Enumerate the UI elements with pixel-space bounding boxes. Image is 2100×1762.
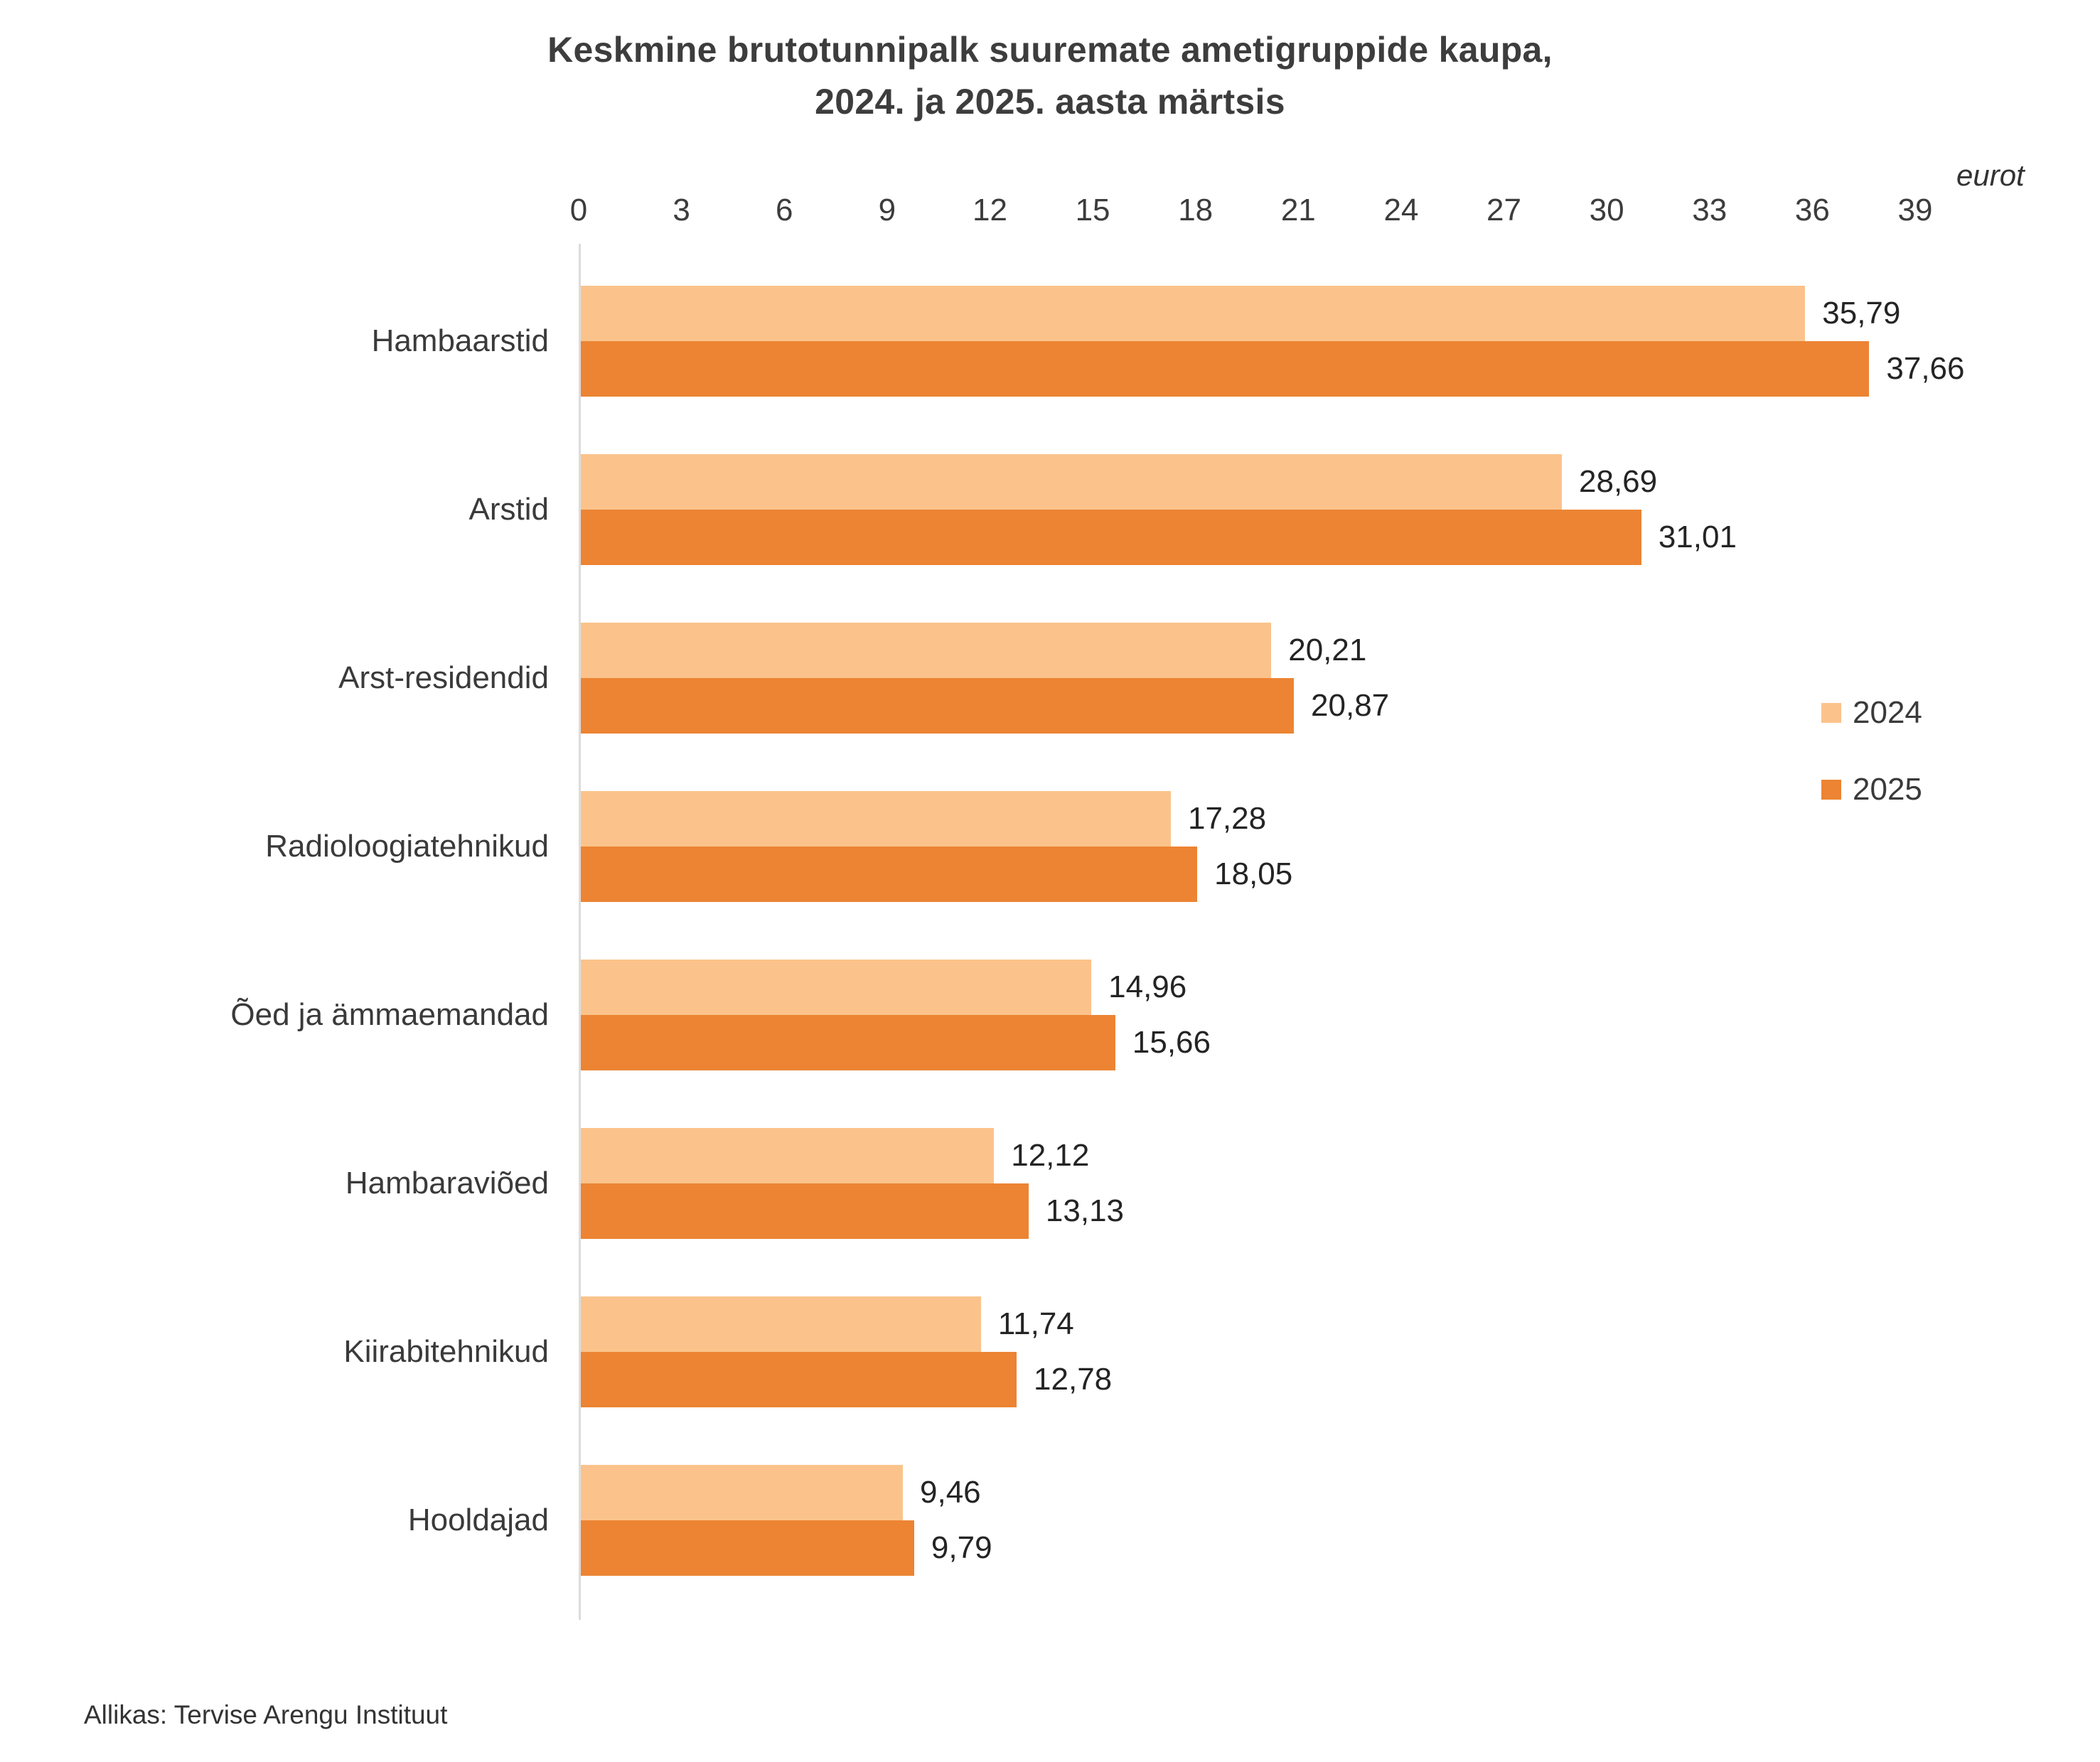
bar-line: 12,12	[579, 1127, 1915, 1183]
category-row: Hambaraviõed 12,12 13,13	[0, 1099, 2100, 1267]
category-row: Arst-residendid 20,21 20,87	[0, 593, 2100, 762]
legend-item-2025: 2025	[1821, 772, 1922, 807]
value-label: 35,79	[1822, 295, 1901, 331]
x-tick-label: 3	[673, 193, 690, 227]
value-label: 13,13	[1045, 1193, 1125, 1228]
category-row: Radioloogiatehnikud 17,28 18,05	[0, 762, 2100, 930]
bar-line: 12,78	[579, 1351, 1915, 1407]
value-label: 18,05	[1214, 856, 1293, 891]
bar-2024	[579, 1127, 995, 1183]
x-tick-label: 0	[569, 193, 588, 227]
value-label: 9,46	[920, 1474, 981, 1510]
bar-2024	[579, 790, 1171, 847]
value-label: 17,28	[1187, 800, 1267, 836]
x-tick-label: 33	[1692, 193, 1727, 227]
bar-2025	[579, 509, 1641, 565]
x-tick-label: 24	[1383, 193, 1419, 227]
x-tick-label: 21	[1280, 193, 1316, 227]
category-label: Arst-residendid	[338, 660, 549, 695]
bar-2025	[579, 846, 1198, 902]
bar-line: 18,05	[579, 846, 1915, 902]
x-tick-label: 6	[775, 193, 793, 227]
bar-2025	[579, 1351, 1017, 1407]
x-tick-label: 12	[972, 193, 1007, 227]
bar-2024	[579, 1296, 981, 1352]
bar-2025	[579, 1520, 914, 1576]
category-label: Hambaarstid	[371, 323, 549, 358]
value-label: 31,01	[1658, 519, 1737, 554]
category-row: Hooldajad 9,46 9,79	[0, 1436, 2100, 1604]
bar-2024	[579, 285, 1806, 341]
x-tick-label: 27	[1486, 193, 1522, 227]
bar-line: 20,87	[579, 677, 1915, 734]
bar-line: 11,74	[579, 1296, 1915, 1352]
bar-2025	[579, 1014, 1115, 1070]
x-axis: eurot 0 3 6 9 12 15 18 21 24 27 30 33 36 39	[570, 159, 2025, 237]
chart-title: Keskmine brutotunnipalk suuremate ametig…	[547, 30, 1553, 122]
category-label: Hambaraviõed	[345, 1165, 549, 1200]
bar-line: 28,69	[579, 453, 1915, 510]
x-tick-label: 36	[1794, 193, 1830, 227]
legend-swatch	[1821, 780, 1841, 800]
legend-swatch	[1821, 703, 1841, 723]
category-label: Kiirabitehnikud	[343, 1333, 549, 1369]
source-note: Allikas: Tervise Arengu Instituut	[84, 1700, 448, 1729]
x-tick-label: 39	[1897, 193, 1933, 227]
category-row: Arstid 28,69 31,01	[0, 425, 2100, 593]
bar-line: 37,66	[579, 340, 1965, 397]
x-tick-label: 30	[1589, 193, 1624, 227]
value-label: 37,66	[1886, 350, 1965, 386]
bar-line: 17,28	[579, 790, 1915, 847]
value-label: 12,78	[1034, 1361, 1113, 1397]
bar-2025	[579, 340, 1870, 397]
bar-2025	[579, 677, 1295, 734]
x-tick-label: 9	[878, 193, 896, 227]
x-tick-label: 18	[1178, 193, 1214, 227]
value-label: 11,74	[997, 1306, 1074, 1341]
bar-line: 35,79	[579, 285, 1915, 341]
legend: 2024 2025	[1821, 695, 1922, 807]
axis-unit-label: eurot	[1956, 159, 2025, 192]
bar-group: 17,28 18,05	[579, 790, 1915, 902]
value-label: 9,79	[931, 1530, 992, 1565]
legend-label: 2024	[1853, 695, 1922, 730]
category-label: Radioloogiatehnikud	[265, 828, 549, 864]
bar-line: 9,79	[579, 1520, 1915, 1576]
category-row: Kiirabitehnikud 11,74 12,78	[0, 1267, 2100, 1436]
legend-item-2024: 2024	[1821, 695, 1922, 731]
bar-group: 12,12 13,13	[579, 1127, 1915, 1239]
bar-group: 20,21 20,87	[579, 622, 1915, 734]
bar-line: 31,01	[579, 509, 1915, 565]
category-row: Õed ja ämmaemandad 14,96 15,66	[0, 930, 2100, 1099]
bar-2024	[579, 622, 1272, 678]
value-label: 14,96	[1108, 969, 1187, 1004]
value-label: 20,87	[1311, 687, 1390, 723]
bar-2025	[579, 1183, 1029, 1239]
bar-line: 20,21	[579, 622, 1915, 678]
bar-group: 9,46 9,79	[579, 1464, 1915, 1576]
category-label: Arstid	[468, 491, 549, 527]
bar-2024	[579, 959, 1092, 1015]
bar-group: 11,74 12,78	[579, 1296, 1915, 1407]
bar-2024	[579, 1464, 904, 1520]
chart-area: eurot 0 3 6 9 12 15 18 21 24 27 30 33 36 39 Hambaarst…	[0, 159, 2100, 1620]
bar-line: 13,13	[579, 1183, 1915, 1239]
category-row: Hambaarstid 35,79 37,66	[0, 257, 2100, 425]
value-label: 28,69	[1579, 463, 1658, 499]
bar-group: 35,79 37,66	[579, 285, 1965, 397]
bar-2024	[579, 453, 1562, 510]
value-label: 20,21	[1288, 632, 1367, 667]
category-label: Õed ja ämmaemandad	[230, 997, 549, 1032]
bar-line: 14,96	[579, 959, 1915, 1015]
value-label: 12,12	[1011, 1137, 1090, 1173]
value-label: 15,66	[1132, 1024, 1211, 1060]
plot-rows: Hambaarstid 35,79 37,66 Arstid 28,69 31,01 Ars…	[0, 244, 2100, 1620]
category-label: Hooldajad	[407, 1502, 549, 1537]
bar-line: 15,66	[579, 1014, 1915, 1070]
bar-group: 14,96 15,66	[579, 959, 1915, 1070]
bar-line: 9,46	[579, 1464, 1915, 1520]
x-tick-label: 15	[1075, 193, 1110, 227]
bar-group: 28,69 31,01	[579, 453, 1915, 565]
legend-label: 2025	[1853, 772, 1922, 807]
